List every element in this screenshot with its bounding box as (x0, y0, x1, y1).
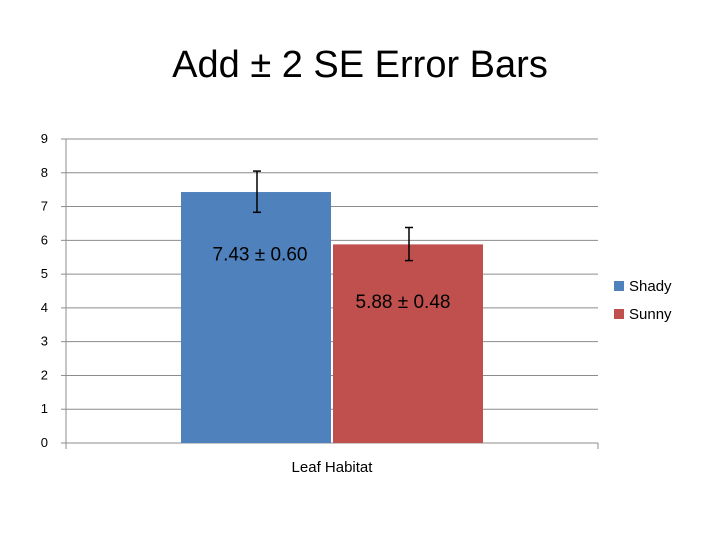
y-tick-label: 9 (41, 131, 48, 146)
y-tick-label: 1 (41, 401, 48, 416)
legend-swatch-shady (614, 281, 624, 291)
data-label-sunny: 5.88 ± 0.48 (356, 292, 451, 313)
x-axis-title: Leaf Habitat (292, 459, 374, 476)
bar-shady (181, 192, 331, 443)
data-label-shady: 7.43 ± 0.60 (213, 245, 308, 266)
y-tick-label: 8 (41, 165, 48, 180)
y-tick-label: 3 (41, 334, 48, 349)
legend-swatch-sunny (614, 309, 624, 319)
y-tick-label: 6 (41, 232, 48, 247)
y-tick-label: 2 (41, 367, 48, 382)
gridlines (66, 138, 598, 410)
error-bars (253, 170, 413, 262)
bar-sunny (333, 244, 483, 443)
legend: Shady Sunny (614, 278, 672, 323)
y-tick-label: 0 (41, 435, 48, 450)
y-tick-label: 4 (41, 300, 48, 315)
y-tick-label: 5 (41, 266, 48, 281)
bar-labels: 7.43 ± 0.60 5.88 ± 0.48 (213, 245, 451, 313)
legend-label-shady: Shady (629, 278, 672, 295)
y-tick-label: 7 (41, 199, 48, 214)
axes: 0 1 2 3 4 5 6 7 8 9 Leaf Habitat (41, 131, 599, 476)
legend-label-sunny: Sunny (629, 306, 672, 323)
bars (181, 192, 483, 443)
slide-title: Add ± 2 SE Error Bars (172, 44, 548, 86)
